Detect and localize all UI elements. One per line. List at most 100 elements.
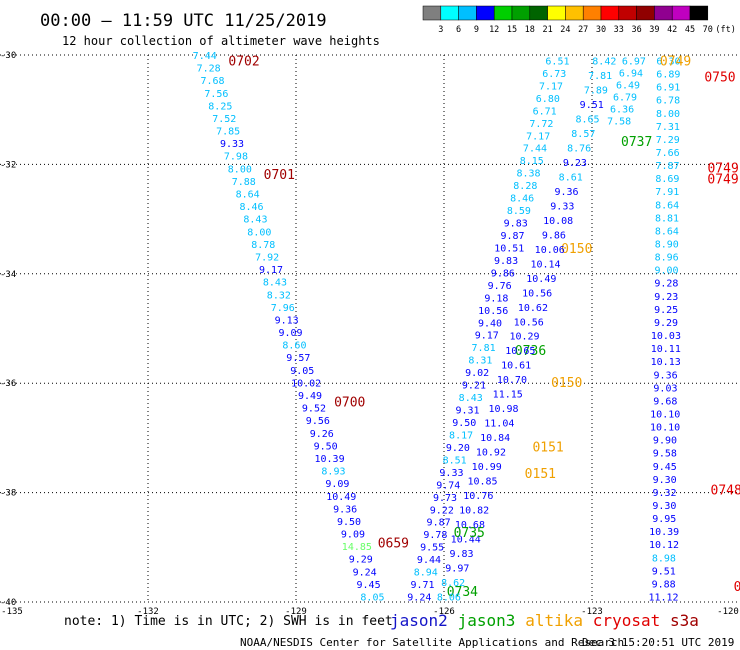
- colorbar-swatch: [636, 5, 655, 21]
- colorbar-label: 12: [489, 25, 499, 35]
- swh-value: 9.00: [654, 266, 678, 277]
- colorbar-label: 15: [507, 25, 517, 35]
- colorbar-label: 24: [560, 25, 570, 35]
- swh-value: 8.69: [655, 174, 679, 185]
- legend-s3a: s3a: [670, 611, 699, 630]
- swh-value: 8.96: [655, 253, 679, 264]
- swh-value: 6.73: [542, 69, 566, 80]
- chart-title: 00:00 – 11:59 UTC 11/25/2019: [40, 11, 327, 31]
- swh-value: 7.66: [656, 148, 680, 159]
- swh-value: 10.02: [291, 378, 321, 389]
- swh-value: 9.23: [654, 292, 678, 303]
- swh-value: 9.26: [310, 429, 334, 440]
- swh-value: 7.89: [584, 85, 608, 96]
- swh-value: 9.40: [478, 318, 502, 329]
- swh-value: 9.88: [652, 579, 676, 590]
- pass-time-label: 0749: [707, 172, 738, 187]
- colorbar-label: 9: [474, 25, 479, 35]
- colorbar-swatch: [440, 5, 459, 21]
- swh-value: 10.92: [476, 448, 506, 459]
- swh-value: 10.98: [488, 404, 518, 415]
- swh-value: 8.31: [468, 356, 492, 367]
- swh-value: 10.10: [650, 409, 680, 420]
- swh-value: 7.87: [655, 161, 679, 172]
- swh-value: 7.17: [539, 81, 563, 92]
- footer-generated: Dec 3 15:20:51 UTC 2019: [582, 636, 734, 649]
- swh-value: 9.58: [653, 449, 677, 460]
- swh-value: 9.83: [504, 219, 528, 230]
- swh-value: 8.62: [441, 578, 465, 589]
- pass-time-label: 0750: [704, 71, 735, 86]
- swh-value: 10.99: [472, 462, 502, 473]
- swh-value: 9.03: [653, 383, 677, 394]
- axes: -135 -132 -129 -126 -123 -120 -30 -32 -34 -36 -38 -…: [0, 51, 739, 617]
- swh-value: 9.44: [417, 555, 441, 566]
- colorbar-label: 6: [456, 25, 461, 35]
- colorbar-swatch: [618, 5, 637, 21]
- swh-value: 9.21: [462, 381, 486, 392]
- swh-value: 9.87: [500, 231, 524, 242]
- swh-value: 8.64: [236, 190, 260, 201]
- swh-value: 7.52: [212, 114, 236, 125]
- swh-value: 9.30: [653, 475, 677, 486]
- swh-value: 9.45: [653, 462, 677, 473]
- swh-value: 10.84: [480, 433, 510, 444]
- swh-value: 9.86: [491, 268, 515, 279]
- pass-time-label: 0151: [532, 440, 563, 455]
- swh-value: 9.86: [542, 230, 566, 241]
- swh-value: 6.80: [536, 94, 560, 105]
- swh-value: 8.32: [267, 290, 291, 301]
- swh-value: 9.95: [652, 514, 676, 525]
- swh-value: 9.90: [653, 436, 677, 447]
- pass-time-label: 0151: [525, 467, 556, 482]
- swh-value: 9.28: [654, 279, 678, 290]
- colorbar-swatch: [565, 5, 584, 21]
- swh-value: 9.17: [475, 331, 499, 342]
- swh-value: 10.03: [651, 331, 681, 342]
- swh-value: 9.36: [554, 187, 578, 198]
- swh-value: 9.33: [550, 201, 574, 212]
- swh-value: 9.24: [407, 593, 431, 604]
- swh-value: 8.00: [656, 109, 680, 120]
- swh-value: 9.73: [433, 493, 457, 504]
- swh-value: 7.98: [224, 152, 248, 163]
- swh-value: 8.59: [507, 206, 531, 217]
- swh-value: 9.29: [654, 318, 678, 329]
- swh-value: 8.28: [513, 181, 537, 192]
- swh-value: 9.87: [427, 518, 451, 529]
- swh-value: 10.44: [451, 535, 481, 546]
- swh-value: 7.81: [472, 343, 496, 354]
- colorbar-swatch: [654, 5, 673, 21]
- swh-value: 8.64: [655, 226, 679, 237]
- swh-value: 10.65: [505, 346, 535, 357]
- swh-value: 10.76: [463, 491, 493, 502]
- colorbar-label: (ft): [715, 25, 735, 35]
- colorbar-label: 33: [614, 25, 624, 35]
- swh-value: 9.57: [286, 353, 310, 364]
- swh-value: 8.78: [251, 240, 275, 251]
- colorbar-label: 42: [667, 25, 677, 35]
- swh-value: 9.97: [445, 564, 469, 575]
- swh-value: 8.51: [443, 455, 467, 466]
- swh-value: 10.39: [649, 527, 679, 538]
- colorbar-label: 21: [542, 25, 552, 35]
- swh-value: 9.71: [410, 580, 434, 591]
- chart-subtitle: 12 hour collection of altimeter wave hei…: [62, 34, 380, 48]
- pass-time-label: 0737: [621, 135, 652, 150]
- y-tick-label: -36: [0, 379, 16, 389]
- x-tick-label: -135: [1, 607, 23, 617]
- satellite-tracks: 7.447.287.687.568.257.527.859.337.988.00…: [193, 51, 740, 604]
- legend-jason3: jason3: [458, 611, 516, 630]
- swh-value: 6.94: [619, 69, 643, 80]
- swh-value: 8.61: [559, 172, 583, 183]
- footer-credit: NOAA/NESDIS Center for Satellite Applica…: [240, 636, 624, 649]
- swh-value: 9.22: [430, 505, 454, 516]
- colorbar-label: 30: [596, 25, 606, 35]
- satellite-legend: jason2 jason3 altika cryosat s3a: [390, 611, 699, 630]
- swh-value: 7.92: [255, 252, 279, 263]
- swh-value: 8.15: [520, 156, 544, 167]
- swh-value: 8.93: [321, 467, 345, 478]
- swh-value: 8.57: [571, 129, 595, 140]
- swh-value: 8.90: [655, 240, 679, 251]
- swh-value: 7.68: [200, 76, 224, 87]
